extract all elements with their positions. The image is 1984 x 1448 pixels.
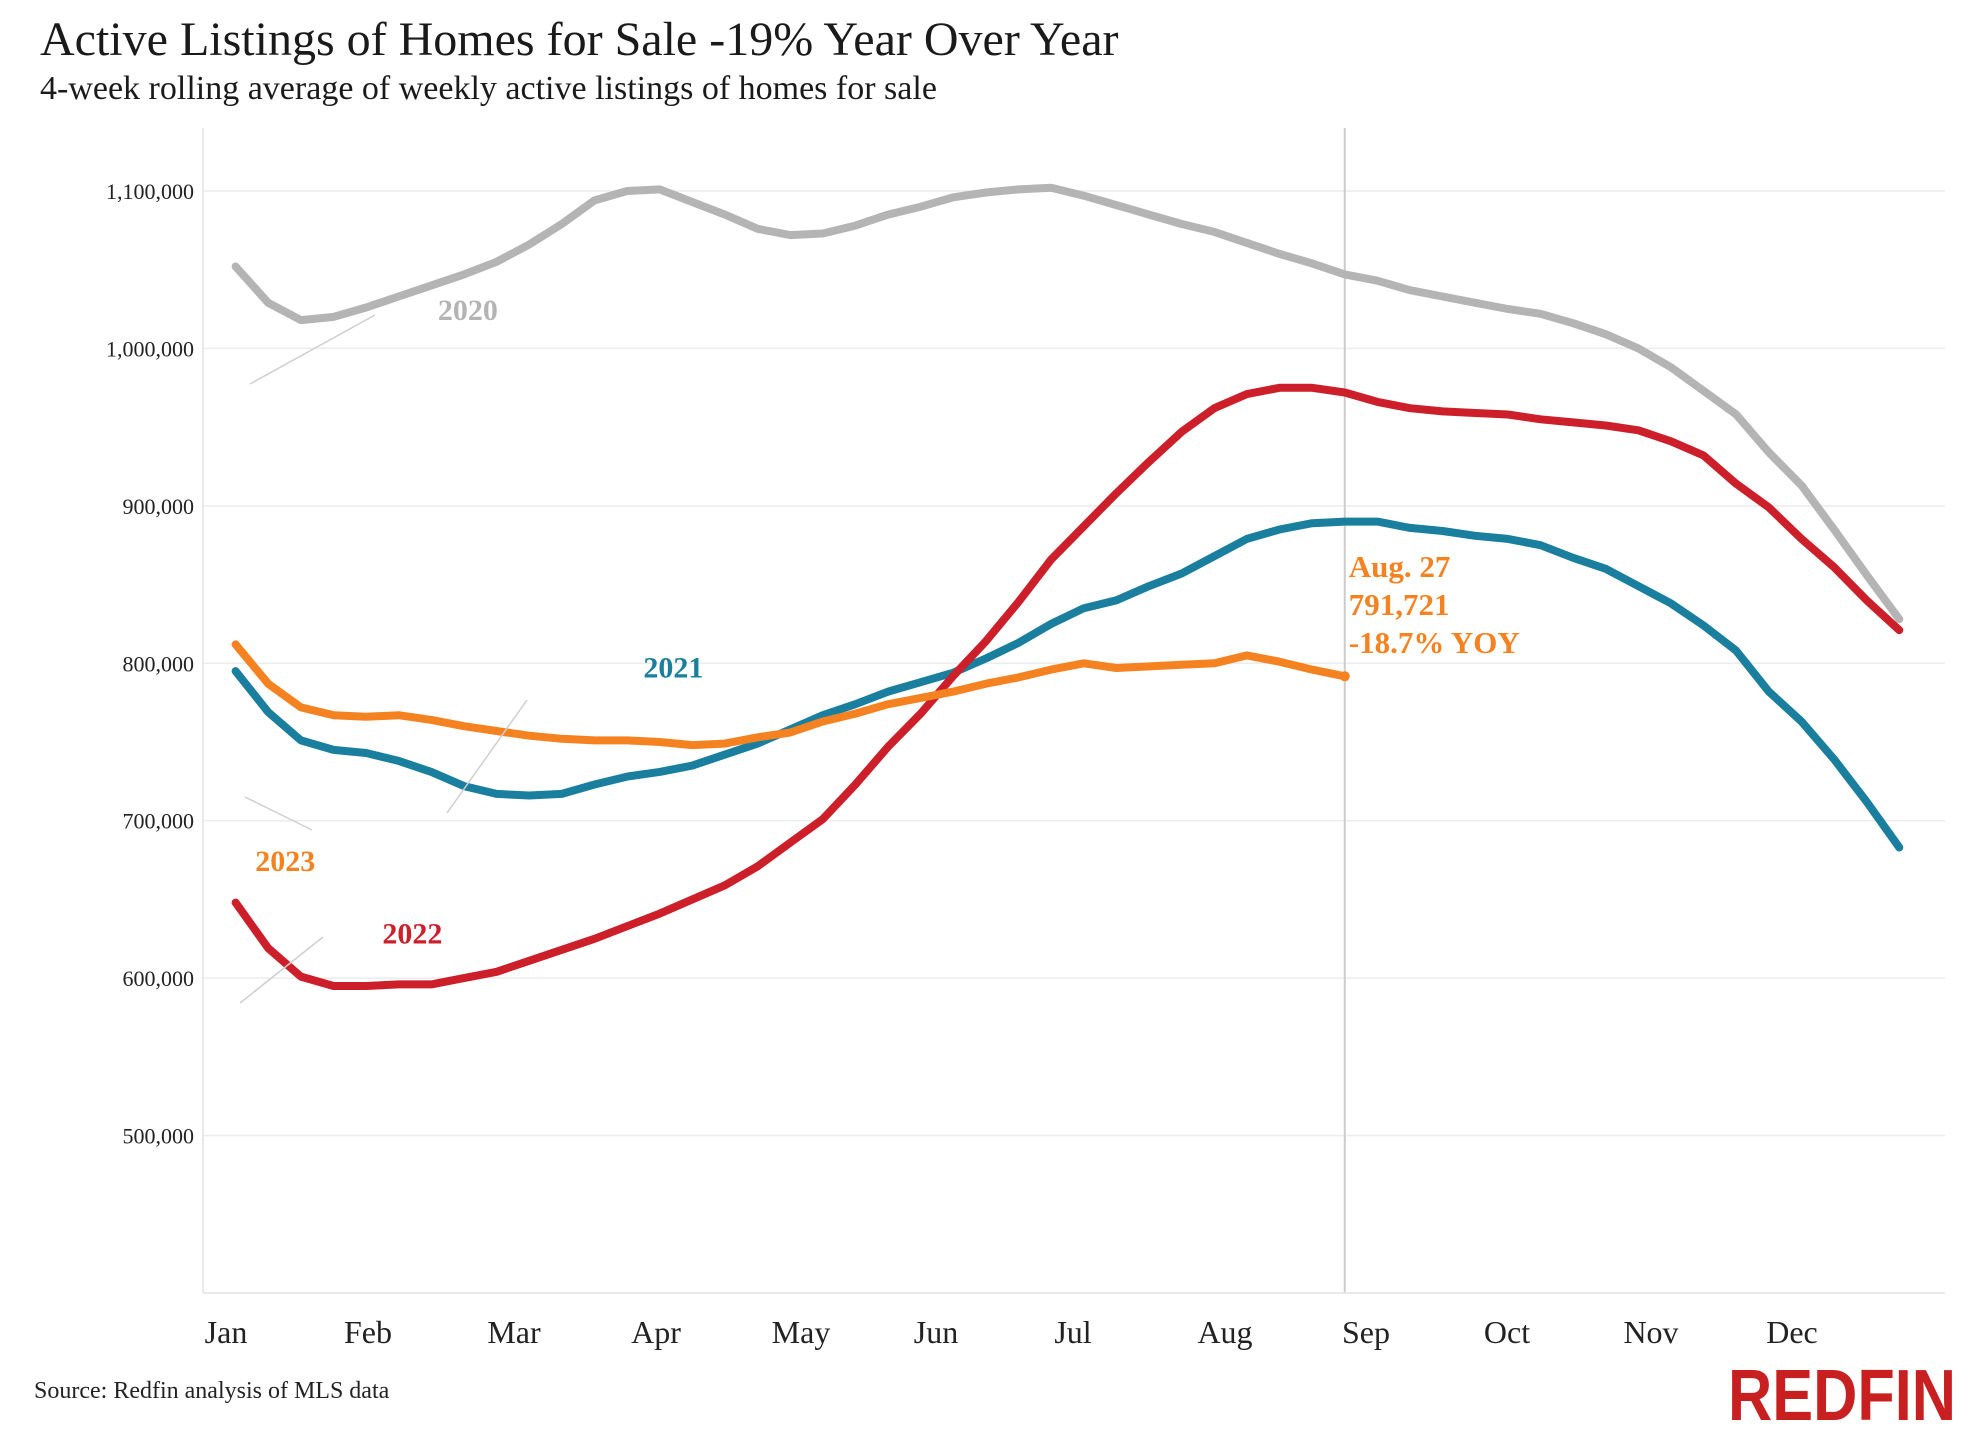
leader-line-2023 [244, 796, 313, 831]
annotation-line: 791,721 [1349, 587, 1450, 622]
series-label-2020: 2020 [438, 294, 498, 327]
series-line-2022 [231, 383, 1904, 990]
x-tick-label: May [772, 1314, 831, 1350]
leader-line-2021 [446, 699, 528, 814]
y-tick-label: 1,000,000 [106, 336, 194, 361]
y-tick-label: 600,000 [123, 966, 195, 991]
x-tick-label: Jun [914, 1314, 958, 1350]
y-tick-label: 800,000 [123, 651, 195, 676]
logo-wordmark: REDFIN [1728, 1356, 1956, 1434]
series-line-2021 [231, 517, 1904, 852]
chart-title: Active Listings of Homes for Sale -19% Y… [40, 13, 1119, 66]
series-line-2023 [231, 640, 1349, 750]
y-tick-label: 1,100,000 [106, 179, 194, 204]
annotation-line: Aug. 27 [1349, 549, 1451, 584]
series-label-2021: 2021 [643, 651, 703, 684]
y-tick-label: 500,000 [123, 1124, 195, 1149]
x-tick-label: Nov [1623, 1314, 1678, 1350]
redfin-logo: REDFIN [1728, 1356, 1956, 1434]
series-layer [231, 183, 1904, 990]
leader-line-2022 [239, 936, 324, 1004]
source-note: Source: Redfin analysis of MLS data [34, 1378, 390, 1404]
x-tick-label: Aug [1197, 1314, 1252, 1350]
x-tick-label: Mar [487, 1314, 541, 1350]
leader-line-2020 [249, 314, 376, 385]
series-label-2023: 2023 [255, 845, 315, 878]
x-tick-label: Jan [205, 1314, 248, 1350]
x-tick-label: Apr [631, 1314, 681, 1350]
series-end-point-2023 [1339, 671, 1350, 682]
series-line-2020 [231, 183, 1904, 624]
annotation-line: -18.7% YOY [1349, 625, 1520, 660]
x-tick-label: Sep [1342, 1314, 1390, 1350]
x-tick-label: Oct [1484, 1314, 1530, 1350]
axis-layer: 500,000 600,000 700,000 800,000 900,000 1,000… [106, 128, 1945, 1350]
y-tick-label: 900,000 [123, 494, 195, 519]
chart-subtitle: 4-week rolling average of weekly active … [40, 70, 937, 107]
series-label-2022: 2022 [382, 918, 442, 951]
x-tick-label: Feb [344, 1314, 392, 1350]
x-tick-label: Dec [1766, 1314, 1818, 1350]
y-tick-label: 700,000 [123, 809, 195, 834]
x-tick-label: Jul [1054, 1314, 1091, 1350]
